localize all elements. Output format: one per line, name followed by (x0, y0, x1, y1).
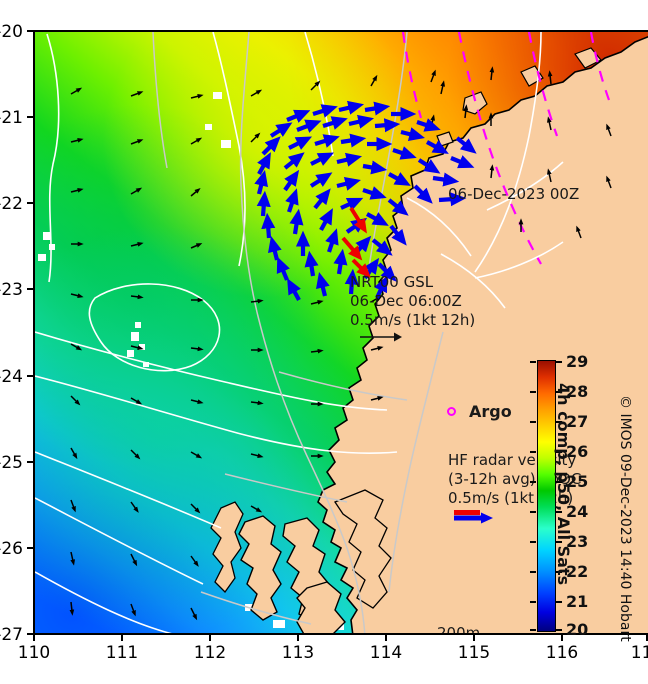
cb-tick-l-27 (530, 421, 536, 423)
nrt-line-1: NRT00 GSL (350, 273, 434, 291)
cb-label-20: 20 (566, 620, 589, 639)
y-label-2: -22 (0, 194, 23, 214)
satellite-swath-tracks (401, 32, 611, 265)
depth-contour-legend: 200m 1000m (437, 624, 490, 634)
cb-tick-r-23 (556, 541, 562, 543)
x-tick-4 (385, 634, 387, 641)
island-peninsula (210, 501, 244, 594)
x-tick-1 (121, 634, 123, 641)
x-label-0: 110 (17, 643, 51, 663)
island-south (296, 581, 346, 634)
x-label-2: 112 (193, 643, 227, 663)
y-label-1: -21 (0, 108, 23, 128)
cb-label-24: 24 (566, 502, 589, 521)
cb-tick-l-24 (530, 511, 536, 513)
x-tick-3 (297, 634, 299, 641)
cb-tick-l-28 (530, 391, 536, 393)
hf-scale-arrow (454, 510, 493, 524)
land-layer (210, 35, 648, 634)
hf-radar-flagged-vectors (341, 206, 371, 278)
x-label-1: 111 (105, 643, 139, 663)
argo-legend-label: Argo (469, 402, 512, 421)
x-label-3: 113 (281, 643, 315, 663)
x-tick-7 (646, 634, 648, 641)
cb-tick-r-27 (556, 421, 562, 423)
cb-tick-l-22 (530, 571, 536, 573)
mainland-coast (317, 35, 648, 634)
x-tick-0 (33, 634, 35, 641)
colorbar-gradient (537, 360, 556, 632)
colorbar[interactable]: 29 28 27 26 25 24 23 22 21 20 (530, 352, 588, 639)
cb-tick-r-25 (556, 481, 562, 483)
y-label-0: -20 (0, 22, 23, 42)
x-label-4: 114 (369, 643, 403, 663)
altimetry-current-vectors (69, 66, 612, 621)
x-tick-6 (561, 634, 563, 641)
cb-tick-r-20 (556, 629, 562, 631)
y-tick-5 (27, 461, 34, 463)
cb-label-27: 27 (566, 412, 589, 431)
x-axis-line (33, 633, 648, 635)
y-tick-1 (27, 116, 34, 118)
y-label-6: -26 (0, 539, 23, 559)
argo-marker-icon (447, 407, 456, 416)
y-label-7: -27 (0, 625, 23, 645)
y-tick-2 (27, 202, 34, 204)
cb-label-26: 26 (566, 442, 589, 461)
cb-label-23: 23 (566, 532, 589, 551)
x-tick-5 (473, 634, 475, 641)
date-stamp-text: 06-Dec-2023 00Z (448, 185, 580, 203)
y-label-4: -24 (0, 367, 23, 387)
ssh-contours (35, 32, 564, 634)
y-tick-4 (27, 375, 34, 377)
x-label-5: 115 (457, 643, 491, 663)
y-label-5: -25 (0, 453, 23, 473)
y-tick-7 (27, 633, 34, 635)
x-label-7: 117 (630, 643, 648, 663)
cb-tick-r-29 (556, 361, 562, 363)
cb-tick-r-26 (556, 451, 562, 453)
depth-line-1: 200m (437, 624, 481, 634)
colorbar-title: 4h comp, p50, All Sats (554, 383, 573, 586)
nrt-scale-arrow (360, 332, 402, 342)
cb-label-25: 25 (566, 472, 589, 491)
nrt-legend-block: NRT00 GSL 06-Dec 06:00Z 0.5m/s (1kt 12h) (350, 273, 476, 342)
cb-tick-l-20 (530, 629, 536, 631)
y-tick-0 (27, 30, 34, 32)
coast-inlet-detail (334, 489, 392, 609)
island-north (238, 515, 282, 621)
cb-label-22: 22 (566, 562, 589, 581)
cb-tick-r-22 (556, 571, 562, 573)
cb-label-28: 28 (566, 382, 589, 401)
x-label-6: 116 (545, 643, 579, 663)
y-tick-6 (27, 547, 34, 549)
cb-label-29: 29 (566, 352, 589, 371)
cb-tick-l-23 (530, 541, 536, 543)
cb-tick-l-21 (530, 601, 536, 603)
y-tick-3 (27, 288, 34, 290)
nrt-line-2: 06-Dec 06:00Z (350, 292, 462, 310)
cb-tick-r-24 (556, 511, 562, 513)
nrt-line-3: 0.5m/s (1kt 12h) (350, 311, 476, 329)
cb-tick-l-26 (530, 451, 536, 453)
cb-tick-l-29 (530, 361, 536, 363)
cb-tick-r-28 (556, 391, 562, 393)
y-label-3: -23 (0, 280, 23, 300)
bathymetry-contours (152, 32, 444, 634)
x-tick-2 (209, 634, 211, 641)
credit-text: © IMOS 09-Dec-2023 14:40 Hobart (617, 395, 633, 642)
cb-tick-l-25 (530, 481, 536, 483)
cb-tick-r-21 (556, 601, 562, 603)
cb-label-21: 21 (566, 592, 589, 611)
hf-radar-vectors (254, 100, 477, 302)
